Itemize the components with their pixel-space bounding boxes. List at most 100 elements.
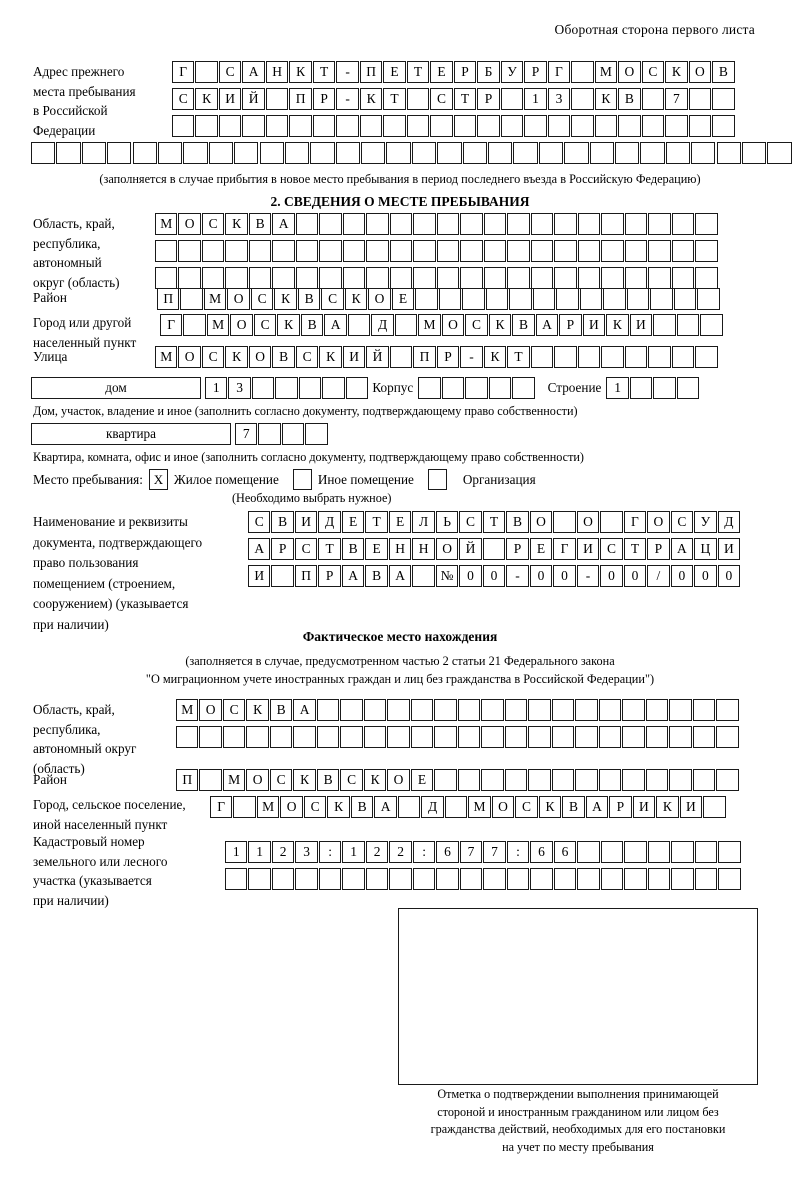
input-cell[interactable] — [394, 314, 418, 337]
input-cell[interactable] — [460, 213, 483, 236]
input-cell[interactable] — [56, 142, 81, 165]
input-cell[interactable] — [598, 726, 622, 749]
input-cell[interactable] — [412, 868, 436, 891]
input-cell[interactable]: Г — [210, 796, 233, 819]
input-cell[interactable] — [272, 267, 295, 290]
input-cell[interactable] — [340, 726, 363, 749]
input-cell[interactable] — [575, 699, 598, 722]
input-cell[interactable]: А — [388, 565, 412, 588]
input-cell[interactable] — [434, 726, 457, 749]
input-cell[interactable] — [180, 288, 203, 311]
input-cell[interactable] — [430, 115, 453, 138]
input-cell[interactable] — [271, 565, 294, 588]
actual-region-row-2[interactable] — [176, 726, 740, 749]
input-cell[interactable] — [366, 213, 389, 236]
input-cell[interactable] — [342, 868, 365, 891]
input-cell[interactable]: П — [176, 769, 199, 792]
input-cell[interactable] — [195, 61, 218, 84]
input-cell[interactable] — [676, 377, 700, 400]
input-cell[interactable] — [530, 346, 554, 369]
input-cell[interactable]: 2 — [271, 841, 295, 864]
input-cell[interactable] — [716, 769, 739, 792]
input-cell[interactable]: К — [246, 699, 269, 722]
input-cell[interactable] — [614, 142, 640, 165]
input-cell[interactable]: 0 — [717, 565, 741, 588]
input-cell[interactable]: О — [368, 288, 391, 311]
input-cell[interactable]: О — [618, 61, 641, 84]
input-cell[interactable] — [598, 769, 622, 792]
input-cell[interactable] — [600, 868, 624, 891]
input-cell[interactable]: К — [538, 796, 562, 819]
input-cell[interactable] — [155, 240, 178, 263]
input-cell[interactable] — [741, 142, 767, 165]
input-cell[interactable]: 7 — [483, 841, 506, 864]
input-cell[interactable] — [500, 115, 524, 138]
input-cell[interactable] — [600, 511, 623, 534]
input-cell[interactable] — [316, 726, 340, 749]
input-cell[interactable]: О — [387, 769, 410, 792]
input-cell[interactable] — [201, 240, 225, 263]
input-cell[interactable]: В — [562, 796, 585, 819]
input-cell[interactable]: - — [506, 565, 529, 588]
input-cell[interactable]: Г — [172, 61, 195, 84]
input-cell[interactable]: 1 — [248, 841, 271, 864]
input-cell[interactable]: 6 — [530, 841, 553, 864]
input-cell[interactable]: : — [506, 841, 530, 864]
input-cell[interactable]: Р — [318, 565, 341, 588]
input-cell[interactable]: А — [341, 565, 365, 588]
input-cell[interactable] — [410, 726, 434, 749]
input-cell[interactable] — [551, 769, 575, 792]
input-cell[interactable] — [132, 142, 157, 165]
flat-row[interactable]: квартира 7 — [31, 423, 329, 446]
section2-region-row-3[interactable] — [155, 267, 719, 290]
input-cell[interactable]: В — [269, 699, 293, 722]
input-cell[interactable] — [601, 346, 624, 369]
input-cell[interactable] — [436, 213, 460, 236]
input-cell[interactable] — [571, 115, 594, 138]
input-cell[interactable] — [524, 115, 547, 138]
input-cell[interactable] — [618, 115, 641, 138]
input-cell[interactable]: О — [227, 288, 250, 311]
input-cell[interactable] — [669, 769, 692, 792]
input-cell[interactable] — [577, 868, 600, 891]
input-cell[interactable] — [671, 346, 695, 369]
input-cell[interactable]: А — [324, 314, 347, 337]
input-cell[interactable]: Н — [265, 61, 289, 84]
input-cell[interactable] — [648, 213, 671, 236]
input-cell[interactable] — [528, 699, 551, 722]
input-cell[interactable]: В — [512, 314, 535, 337]
input-cell[interactable]: Г — [547, 61, 571, 84]
input-cell[interactable] — [553, 511, 576, 534]
input-cell[interactable]: Р — [559, 314, 582, 337]
input-cell[interactable]: П — [289, 88, 312, 111]
input-cell[interactable] — [692, 769, 716, 792]
input-cell[interactable] — [645, 726, 669, 749]
input-cell[interactable]: К — [293, 769, 316, 792]
input-cell[interactable]: К — [289, 61, 312, 84]
input-cell[interactable] — [233, 796, 256, 819]
input-cell[interactable] — [460, 240, 483, 263]
input-cell[interactable]: И — [342, 346, 366, 369]
input-cell[interactable] — [554, 240, 577, 263]
input-cell[interactable] — [225, 240, 248, 263]
input-cell[interactable]: С — [269, 769, 293, 792]
input-cell[interactable] — [312, 115, 336, 138]
input-cell[interactable] — [234, 142, 259, 165]
input-cell[interactable]: / — [647, 565, 670, 588]
input-cell[interactable] — [387, 726, 410, 749]
input-cell[interactable] — [436, 267, 460, 290]
input-cell[interactable] — [363, 726, 387, 749]
input-cell[interactable] — [363, 699, 387, 722]
input-cell[interactable] — [629, 377, 653, 400]
input-cell[interactable] — [412, 565, 435, 588]
input-cell[interactable] — [477, 115, 500, 138]
confirmation-stamp-box[interactable] — [398, 908, 758, 1085]
input-cell[interactable] — [648, 346, 671, 369]
input-cell[interactable] — [571, 88, 594, 111]
input-cell[interactable] — [556, 288, 579, 311]
input-cell[interactable] — [389, 240, 413, 263]
input-cell[interactable]: Е — [388, 511, 412, 534]
input-cell[interactable]: В — [350, 796, 374, 819]
